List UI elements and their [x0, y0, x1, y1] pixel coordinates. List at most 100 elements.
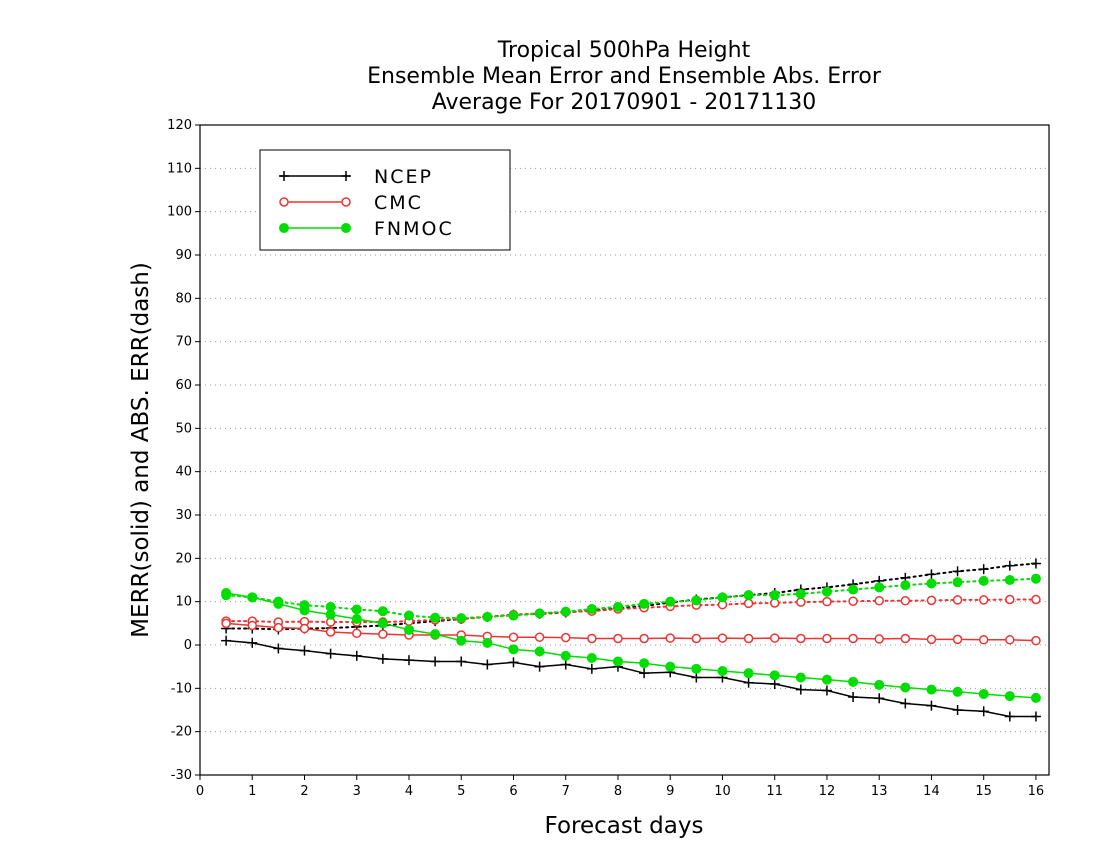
fnmoc-merr-point	[612, 656, 623, 667]
ncep-merr-point	[430, 656, 441, 667]
cmc-abs-err-point	[822, 596, 832, 607]
legend-label-fnmoc: FNMOC	[374, 218, 454, 240]
cmc-abs-err-point	[900, 596, 911, 606]
cmc-abs-err-point	[1005, 594, 1015, 605]
fnmoc-merr-point	[1004, 691, 1015, 702]
fnmoc-abs-err-point	[482, 611, 493, 622]
fnmoc-merr-point	[717, 666, 728, 676]
cmc-abs-err-point	[1031, 594, 1041, 605]
ncep-merr-point	[325, 648, 336, 659]
fnmoc-merr-point	[639, 658, 650, 669]
cmc-merr-point	[743, 633, 754, 644]
x-tick-label: 8	[614, 784, 622, 799]
ncep-merr-point	[821, 685, 832, 696]
x-tick-label: 10	[714, 784, 731, 799]
ncep-merr-point	[247, 637, 258, 648]
y-tick-label: 10	[175, 595, 192, 610]
y-tick-label: -30	[171, 768, 192, 783]
fnmoc-merr-point	[769, 670, 780, 681]
fnmoc-merr-point	[978, 688, 989, 699]
ncep-merr-point	[874, 693, 885, 704]
ncep-abs-err-point	[1004, 560, 1015, 571]
cmc-merr-point	[378, 629, 388, 639]
y-tick-label: 20	[175, 551, 192, 566]
fnmoc-abs-err-point	[560, 606, 571, 617]
legend-marker-fnmoc	[279, 223, 289, 233]
cmc-merr-point	[1005, 635, 1015, 645]
y-tick-label: 100	[167, 205, 192, 220]
ncep-merr-point	[1004, 711, 1015, 722]
fnmoc-merr-point	[430, 629, 441, 640]
cmc-abs-err-point	[874, 596, 884, 606]
x-tick-label: 0	[196, 784, 204, 799]
ncep-merr-point	[900, 698, 911, 709]
y-tick-label: -10	[171, 681, 192, 696]
ncep-merr-point	[926, 700, 937, 711]
legend-label-cmc: CMC	[374, 192, 423, 214]
fnmoc-merr-point	[795, 672, 806, 683]
x-tick-label: 13	[871, 784, 888, 799]
chart-title-line-1: Tropical 500hPa Height	[497, 38, 751, 63]
x-tick-label: 2	[300, 784, 308, 799]
fnmoc-merr-point	[691, 663, 702, 674]
plot-area-frame	[199, 124, 1050, 776]
cmc-merr-point	[613, 633, 623, 644]
cmc-abs-err-point	[926, 595, 937, 606]
x-tick-label: 6	[509, 784, 517, 799]
ncep-merr-point	[534, 661, 545, 672]
fnmoc-merr-point	[508, 644, 519, 655]
cmc-merr-point	[822, 633, 832, 644]
cmc-merr-point	[273, 622, 284, 633]
legend-marker-ncep	[279, 171, 289, 181]
cmc-merr-point	[587, 633, 597, 644]
fnmoc-abs-err-point	[612, 601, 623, 612]
cmc-abs-err-point	[848, 596, 858, 606]
cmc-merr-point	[247, 620, 257, 631]
cmc-merr-point	[508, 632, 519, 642]
fnmoc-merr-point	[952, 686, 963, 697]
ncep-merr-point	[978, 706, 989, 717]
fnmoc-abs-err-point	[717, 592, 728, 603]
legend-marker-ncep	[341, 171, 351, 181]
cmc-merr-point	[325, 627, 336, 637]
ncep-merr-point	[273, 643, 284, 654]
ncep-merr-point	[482, 659, 493, 670]
cmc-merr-point	[926, 634, 937, 645]
y-tick-label: 30	[175, 508, 192, 523]
cmc-merr-line	[226, 622, 1036, 642]
fnmoc-merr-point	[848, 676, 859, 687]
ncep-merr-point	[743, 677, 754, 688]
x-tick-label: 11	[766, 784, 783, 799]
x-tick-label: 5	[457, 784, 465, 799]
ncep-abs-err-point	[1030, 558, 1041, 569]
fnmoc-abs-err-point	[456, 613, 467, 624]
ncep-merr-point	[639, 668, 650, 679]
ncep-abs-err-line	[225, 562, 1037, 631]
legend-label-ncep: NCEP	[374, 166, 433, 188]
legend-marker-cmc	[341, 197, 351, 207]
fnmoc-merr-point	[247, 592, 258, 603]
legend: NCEP CMC FNMOC	[259, 149, 511, 251]
fnmoc-merr-point	[665, 661, 676, 672]
x-tick-label: 16	[1028, 784, 1045, 799]
fnmoc-merr-point	[900, 682, 911, 693]
fnmoc-abs-err-point	[377, 606, 388, 617]
ncep-merr-point	[1030, 711, 1041, 722]
ncep-merr-point	[351, 650, 362, 661]
fnmoc-merr-point	[926, 684, 937, 695]
cmc-merr-point	[299, 623, 310, 634]
x-axis-label: Forecast days	[545, 813, 704, 839]
fnmoc-abs-err-point	[1004, 575, 1015, 585]
x-tick-label: 4	[405, 784, 413, 799]
y-axis-label: MERR(solid) and ABS. ERR(dash)	[128, 262, 154, 638]
fnmoc-abs-err-point	[848, 584, 859, 595]
fnmoc-abs-err-point	[508, 610, 519, 621]
legend-marker-cmc	[279, 197, 289, 207]
fnmoc-merr-point	[377, 618, 388, 629]
ncep-merr-point	[691, 672, 702, 683]
y-tick-label: 90	[175, 248, 192, 263]
ncep-series	[221, 558, 1041, 722]
cmc-merr-point	[848, 633, 858, 644]
